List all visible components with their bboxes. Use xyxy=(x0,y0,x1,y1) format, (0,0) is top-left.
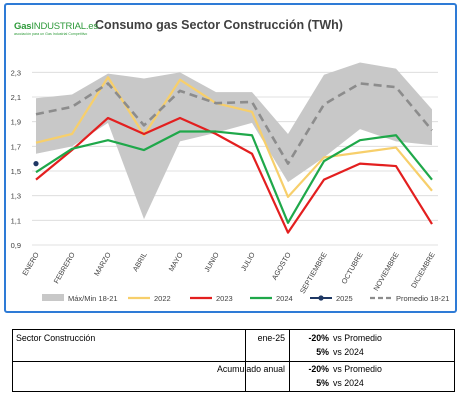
accumulated-label: Acumulado anual xyxy=(217,364,285,374)
pct-value: -20% xyxy=(308,364,329,374)
x-tick-label: FEBRERO xyxy=(52,250,77,285)
series-line-2024 xyxy=(35,130,433,224)
x-tick-label: SEPTIEMBRE xyxy=(298,250,329,295)
x-tick-label: MARZO xyxy=(92,250,113,277)
x-tick-label: NOVIEMBRE xyxy=(371,250,400,292)
x-tick-label: DICIEMBRE xyxy=(409,250,437,289)
sector-label: Sector Construcción xyxy=(16,333,96,343)
legend-label: Promedio 18-21 xyxy=(396,294,449,303)
x-tick-label: ENERO xyxy=(20,250,41,277)
legend-label: 2025 xyxy=(336,294,353,303)
pct-reference: vs 2024 xyxy=(333,347,364,357)
x-tick-label: OCTUBRE xyxy=(339,250,364,285)
pct-reference: vs Promedio xyxy=(333,333,382,343)
band-max-min-area xyxy=(36,62,432,220)
table-divider xyxy=(245,330,246,391)
y-tick-label: 2,3 xyxy=(11,68,21,77)
stats-table: Sector Construcción ene-25 Acumulado anu… xyxy=(12,329,455,392)
legend-swatch xyxy=(42,294,64,301)
logo: GasINDUSTRIAL.es asociación para un Gas … xyxy=(14,21,98,36)
pct-value: -20% xyxy=(308,333,329,343)
month-label: ene-25 xyxy=(257,333,285,343)
chart-frame: Consumo gas Sector Construcción (TWh) 0,9… xyxy=(4,3,457,313)
y-tick-label: 1,9 xyxy=(11,118,21,127)
pct-value: 5% xyxy=(316,347,329,357)
legend-label: 2022 xyxy=(154,294,171,303)
table-divider xyxy=(13,361,454,362)
series-line-2023 xyxy=(35,116,433,234)
y-tick-label: 1,5 xyxy=(11,167,21,176)
x-tick-label: JULIO xyxy=(239,250,257,272)
y-tick-label: 1,7 xyxy=(11,142,21,151)
logo-industrial: INDUSTRIAL xyxy=(31,21,86,32)
series-point-2025 xyxy=(33,161,39,167)
series-line-promedio-18-21 xyxy=(35,82,433,165)
x-tick-label: ABRIL xyxy=(131,251,149,273)
y-tick-label: 1,1 xyxy=(11,216,21,225)
logo-domain: .es xyxy=(85,21,98,32)
logo-wordmark: GasINDUSTRIAL.es xyxy=(14,21,98,32)
legend-label: Máx/Min 18-21 xyxy=(68,294,118,303)
logo-tagline: asociación para un Gas Industrial Compet… xyxy=(14,32,88,36)
x-tick-label: JUNIO xyxy=(202,250,221,274)
y-tick-label: 0,9 xyxy=(11,241,21,250)
legend-label: 2024 xyxy=(276,294,293,303)
pct-value: 5% xyxy=(316,378,329,388)
legend-label: 2023 xyxy=(216,294,233,303)
logo-gas: Gas xyxy=(14,21,32,32)
table-divider xyxy=(289,330,290,391)
y-tick-label: 2,1 xyxy=(11,93,21,102)
pct-reference: vs Promedio xyxy=(333,364,382,374)
x-tick-label: MAYO xyxy=(167,250,185,273)
legend-swatch xyxy=(318,295,324,301)
chart-svg: Consumo gas Sector Construcción (TWh) 0,9… xyxy=(11,18,450,303)
chart-title: Consumo gas Sector Construcción (TWh) xyxy=(95,18,343,32)
x-tick-label: AGOSTO xyxy=(270,250,293,281)
y-tick-label: 1,3 xyxy=(11,192,21,201)
pct-reference: vs 2024 xyxy=(333,378,364,388)
